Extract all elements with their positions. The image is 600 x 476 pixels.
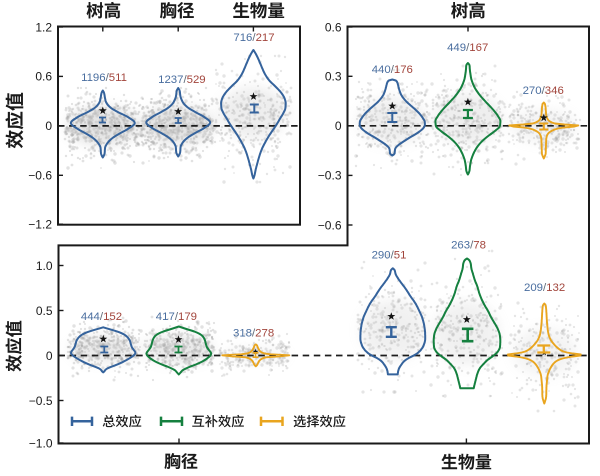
svg-text:0.6: 0.6: [325, 20, 342, 34]
svg-text:−1.2: −1.2: [28, 218, 52, 232]
svg-text:0.3: 0.3: [325, 70, 342, 84]
svg-text:318/278: 318/278: [233, 328, 274, 340]
svg-text:0.5: 0.5: [36, 304, 53, 318]
svg-text:−0.3: −0.3: [318, 169, 342, 183]
svg-text:290/51: 290/51: [372, 249, 407, 261]
svg-text:270/346: 270/346: [523, 85, 564, 97]
svg-text:−1.0: −1.0: [29, 436, 53, 450]
svg-text:0.6: 0.6: [35, 70, 52, 84]
svg-text:1196/511: 1196/511: [81, 72, 127, 84]
svg-text:0: 0: [45, 119, 52, 133]
svg-text:1.2: 1.2: [35, 20, 52, 34]
svg-text:209/132: 209/132: [524, 282, 565, 294]
svg-text:263/78: 263/78: [451, 239, 486, 251]
svg-text:1237/529: 1237/529: [158, 74, 206, 86]
svg-text:−0.6: −0.6: [318, 218, 342, 232]
svg-text:716/217: 716/217: [233, 32, 274, 44]
svg-text:−0.6: −0.6: [28, 169, 52, 183]
svg-text:449/167: 449/167: [447, 42, 488, 54]
svg-text:−0.5: −0.5: [29, 394, 53, 408]
svg-text:1.0: 1.0: [36, 259, 53, 273]
svg-text:417/179: 417/179: [156, 311, 197, 323]
svg-text:444/152: 444/152: [81, 311, 122, 323]
svg-text:0: 0: [46, 349, 53, 363]
svg-text:0: 0: [335, 119, 342, 133]
svg-text:440/176: 440/176: [372, 64, 413, 76]
